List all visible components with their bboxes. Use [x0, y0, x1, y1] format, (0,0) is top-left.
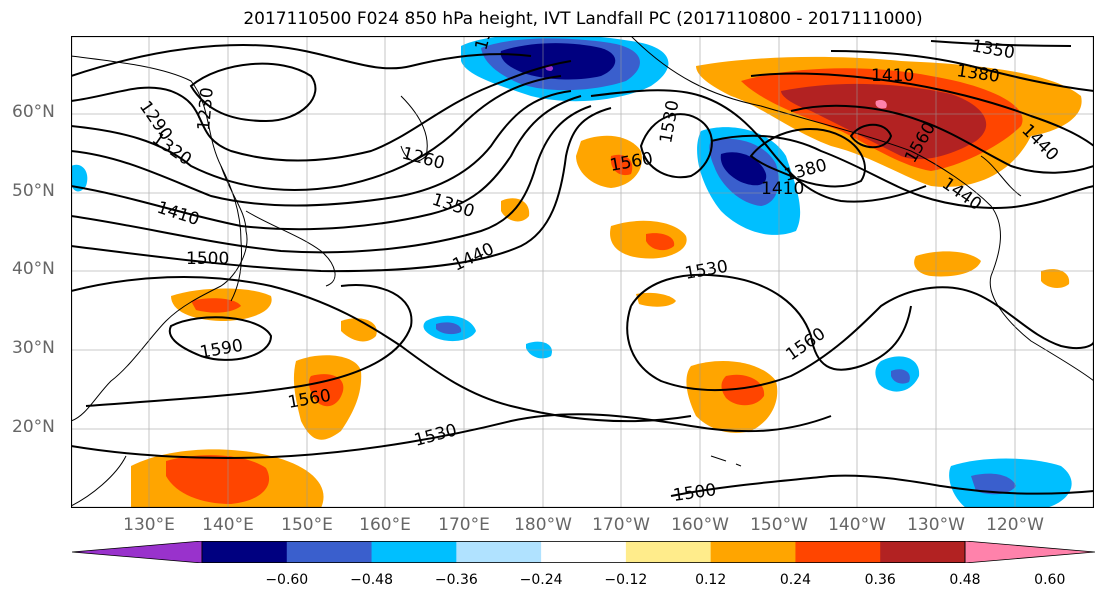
lon-label-150e: 150°E [281, 515, 333, 535]
colorbar-extend-high [964, 541, 1095, 563]
colorbar-tick-label: −0.24 [519, 572, 563, 588]
colorbar-outline [201, 541, 966, 563]
lat-label-20n: 20°N [12, 417, 55, 437]
map-title: 2017110500 F024 850 hPa height, IVT Land… [243, 9, 923, 29]
colorbar [72, 541, 1095, 563]
colorbar-tick-label: 0.12 [695, 572, 727, 588]
colorbar-cell [371, 541, 457, 563]
lat-label-60n: 60°N [12, 102, 55, 122]
contour-label-14: 1530 [683, 257, 729, 284]
contour-label-22: 1410 [761, 179, 804, 199]
lat-label-40n: 40°N [12, 259, 55, 279]
contour-label-9: 1440 [450, 239, 498, 275]
lon-label-170w: 170°W [592, 515, 650, 535]
colorbar-tick-label: −0.48 [350, 572, 393, 588]
colorbar-cell [710, 541, 796, 563]
lon-label-130e: 130°E [123, 515, 175, 535]
contour-label-15: 1560 [782, 324, 829, 365]
colorbar-cell [202, 541, 288, 563]
lon-label-170e: 170°E [438, 515, 490, 535]
contour-label-17: 1410 [871, 66, 914, 86]
colorbar-tick-label: −0.36 [434, 572, 478, 588]
contour-label-2: 1230 [194, 87, 218, 132]
colorbar-extend-low [72, 541, 203, 563]
lon-label-140e: 140°E [202, 515, 254, 535]
lon-label-160w: 160°W [671, 515, 729, 535]
colorbar-cell [286, 541, 373, 563]
colorbar-tick-label: 0.24 [779, 572, 812, 588]
lon-label-130w: 130°W [907, 515, 965, 535]
colorbar-tick-label: 0.48 [949, 572, 981, 588]
contour-label-7: 1350 [429, 190, 476, 222]
lon-label-150w: 150°W [750, 515, 808, 535]
colorbar-tick-label: −0.12 [604, 572, 648, 588]
colorbar-cell [541, 541, 627, 563]
contour-label-5: 1260 [400, 144, 447, 175]
ivt-shading [71, 36, 1082, 508]
colorbar-tick-label: 0.60 [1034, 572, 1066, 588]
contour-label-16: 1350 [970, 36, 1016, 63]
lon-label-160e: 160°E [359, 515, 411, 535]
lat-label-50n: 50°N [12, 181, 55, 201]
coastlines [71, 36, 1094, 507]
lat-label-30n: 30°N [12, 338, 55, 358]
contour-label-8: 1500 [186, 249, 229, 269]
map-border [71, 36, 1094, 508]
colorbar-tick-label: 0.36 [864, 572, 896, 588]
height-contours [71, 40, 1094, 497]
map-panel: 1290 1230 1320 1380 1260 1410 1350 1500 … [71, 36, 1094, 508]
colorbar-cell [625, 541, 712, 563]
contour-label-13: 1500 [672, 480, 718, 506]
colorbar-cell [795, 541, 881, 563]
lon-label-140w: 140°W [828, 515, 886, 535]
lon-label-180w: 180°W [514, 515, 572, 535]
colorbar-cell [880, 541, 966, 563]
contour-label-10: 1530 [412, 420, 459, 451]
colorbar-cell [456, 541, 542, 563]
colorbar-tick-label: −0.60 [265, 572, 309, 588]
contour-label-6: 1410 [154, 198, 201, 230]
lon-label-120w: 120°W [986, 515, 1044, 535]
contour-label-24: 1530 [656, 99, 683, 145]
